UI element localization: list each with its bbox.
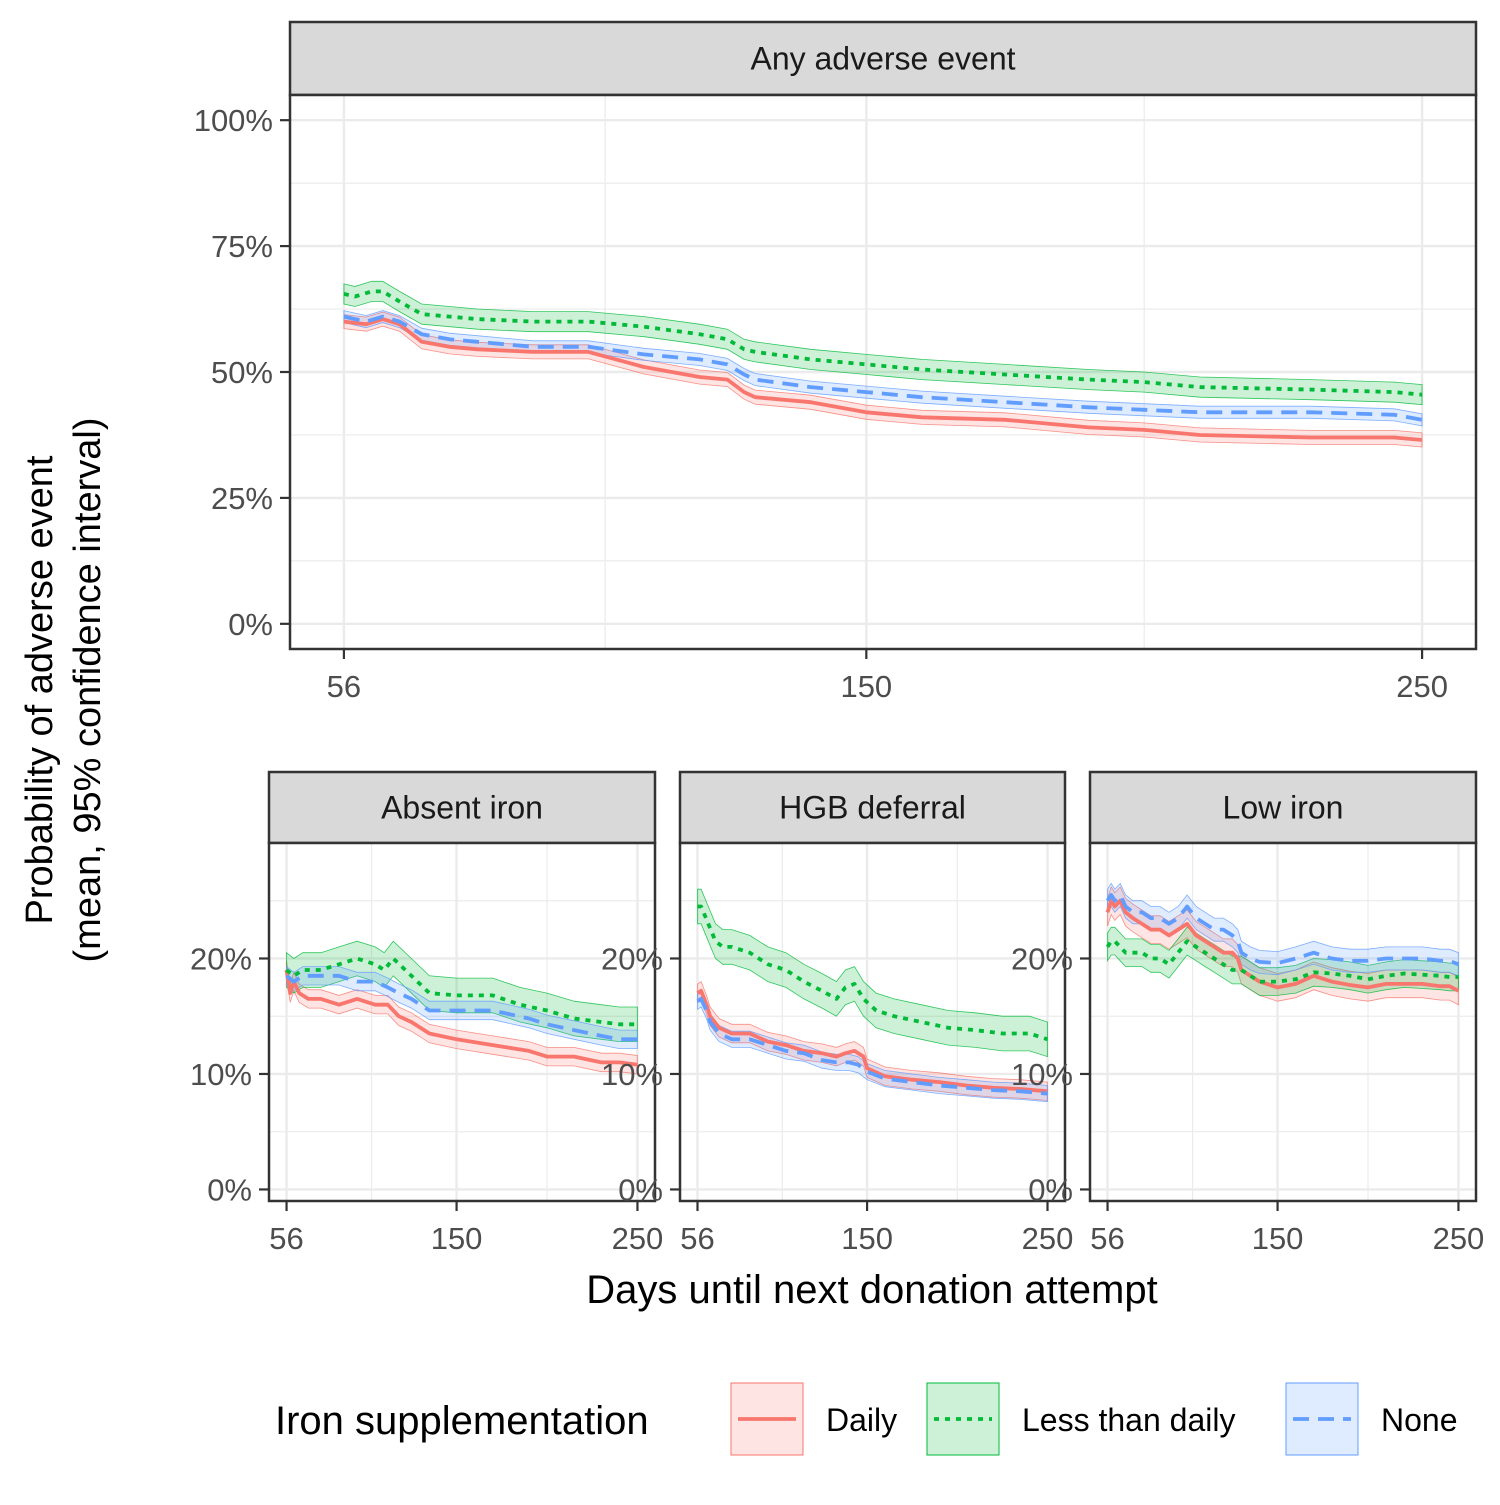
series-line-daily <box>1105 898 1460 993</box>
y-tick-label: 0% <box>618 1172 663 1207</box>
x-tick-label: 56 <box>1090 1221 1124 1256</box>
y-tick-label: 75% <box>211 229 273 264</box>
legend-item-daily: Daily <box>730 1382 897 1456</box>
y-tick-label: 20% <box>1011 941 1073 976</box>
series-line-less-than-daily <box>697 904 1049 1042</box>
legend-label-none: None <box>1381 1402 1458 1438</box>
x-tick-label: 150 <box>431 1221 483 1256</box>
y-axis-label-line2: (mean, 95% confidence interval) <box>67 418 109 963</box>
y-tick-label: 20% <box>601 941 663 976</box>
panel-hgb-deferral: HGB deferral 0% 10% 20% 56 150 250 <box>601 770 1074 1256</box>
panel-border <box>678 841 1067 1203</box>
strip-title-hgb-deferral: HGB deferral <box>779 790 966 826</box>
strip-title-low-iron: Low iron <box>1223 790 1344 826</box>
series-line-less-than-daily <box>343 289 1423 397</box>
series-line-daily <box>284 969 638 1067</box>
y-tick-label: 10% <box>601 1057 663 1092</box>
y-tick-label: 0% <box>207 1172 252 1207</box>
x-tick-label: 250 <box>1396 669 1448 704</box>
panel-border <box>267 841 657 1203</box>
series-line-none <box>1105 893 1460 967</box>
legend-item-none: None <box>1285 1382 1458 1456</box>
x-tick-label: 56 <box>327 669 361 704</box>
y-tick-label: 20% <box>190 941 252 976</box>
x-tick-label: 56 <box>680 1221 714 1256</box>
y-tick-label: 25% <box>211 481 273 516</box>
panel-low-iron: Low iron 0% 10% 20% 56 150 250 <box>1011 770 1485 1256</box>
x-tick-label: 150 <box>841 1221 893 1256</box>
x-tick-label: 150 <box>1252 1221 1304 1256</box>
ci-ribbon-none <box>286 965 638 1049</box>
series-line-none <box>696 997 1048 1096</box>
panel-background <box>269 843 655 1201</box>
x-axis-label: Days until next donation attempt <box>586 1268 1157 1312</box>
ci-ribbon-less-than-daily <box>697 888 1048 1058</box>
x-tick-label: 150 <box>840 669 892 704</box>
y-tick-label: 100% <box>194 103 273 138</box>
panels-layer: Any adverse event 0% 25% 50% 75% 100% 56 150 250… <box>190 20 1485 1256</box>
y-tick-label: 10% <box>190 1057 252 1092</box>
ci-ribbon-less-than-daily <box>343 280 1423 406</box>
y-axis-label: Probability of adverse event <box>19 455 61 924</box>
series-line-daily <box>343 317 1423 442</box>
series-line-none <box>343 314 1423 422</box>
series-line-daily <box>696 988 1048 1094</box>
strip-any-adverse-event <box>288 20 1478 97</box>
panel-any-adverse-event: Any adverse event 0% 25% 50% 75% 100% 56 150 250 <box>194 20 1478 704</box>
legend-title: Iron supplementation <box>275 1399 649 1443</box>
ci-ribbon-daily <box>343 311 1423 448</box>
strip-absent-iron <box>267 770 657 845</box>
x-tick-label: 56 <box>269 1221 303 1256</box>
panel-background <box>680 843 1065 1201</box>
legend-label-daily: Daily <box>826 1402 897 1438</box>
x-tick-label: 250 <box>1022 1221 1074 1256</box>
ci-ribbon-none <box>697 990 1048 1103</box>
ci-ribbon-daily <box>1107 885 1459 1006</box>
y-tick-label: 0% <box>1028 1172 1073 1207</box>
legend-item-less-than-daily: Less than daily <box>926 1382 1235 1456</box>
legend: Iron supplementation Daily Less than dail… <box>275 1382 1458 1456</box>
series-line-none <box>285 973 638 1042</box>
y-tick-label: 50% <box>211 355 273 390</box>
x-tick-label: 250 <box>612 1221 664 1256</box>
strip-title-absent-iron: Absent iron <box>381 790 543 826</box>
panel-border <box>1088 841 1478 1203</box>
x-tick-label: 250 <box>1433 1221 1485 1256</box>
series-line-less-than-daily <box>1105 939 1459 984</box>
panel-background <box>1090 843 1476 1201</box>
legend-label-less-than-daily: Less than daily <box>1022 1402 1235 1438</box>
panel-absent-iron: Absent iron 0% 10% 20% 56 150 250 <box>190 770 664 1256</box>
y-tick-label: 10% <box>1011 1057 1073 1092</box>
series-line-less-than-daily <box>285 956 638 1027</box>
strip-title-any-adverse-event: Any adverse event <box>750 41 1015 77</box>
y-tick-label: 0% <box>228 607 273 642</box>
